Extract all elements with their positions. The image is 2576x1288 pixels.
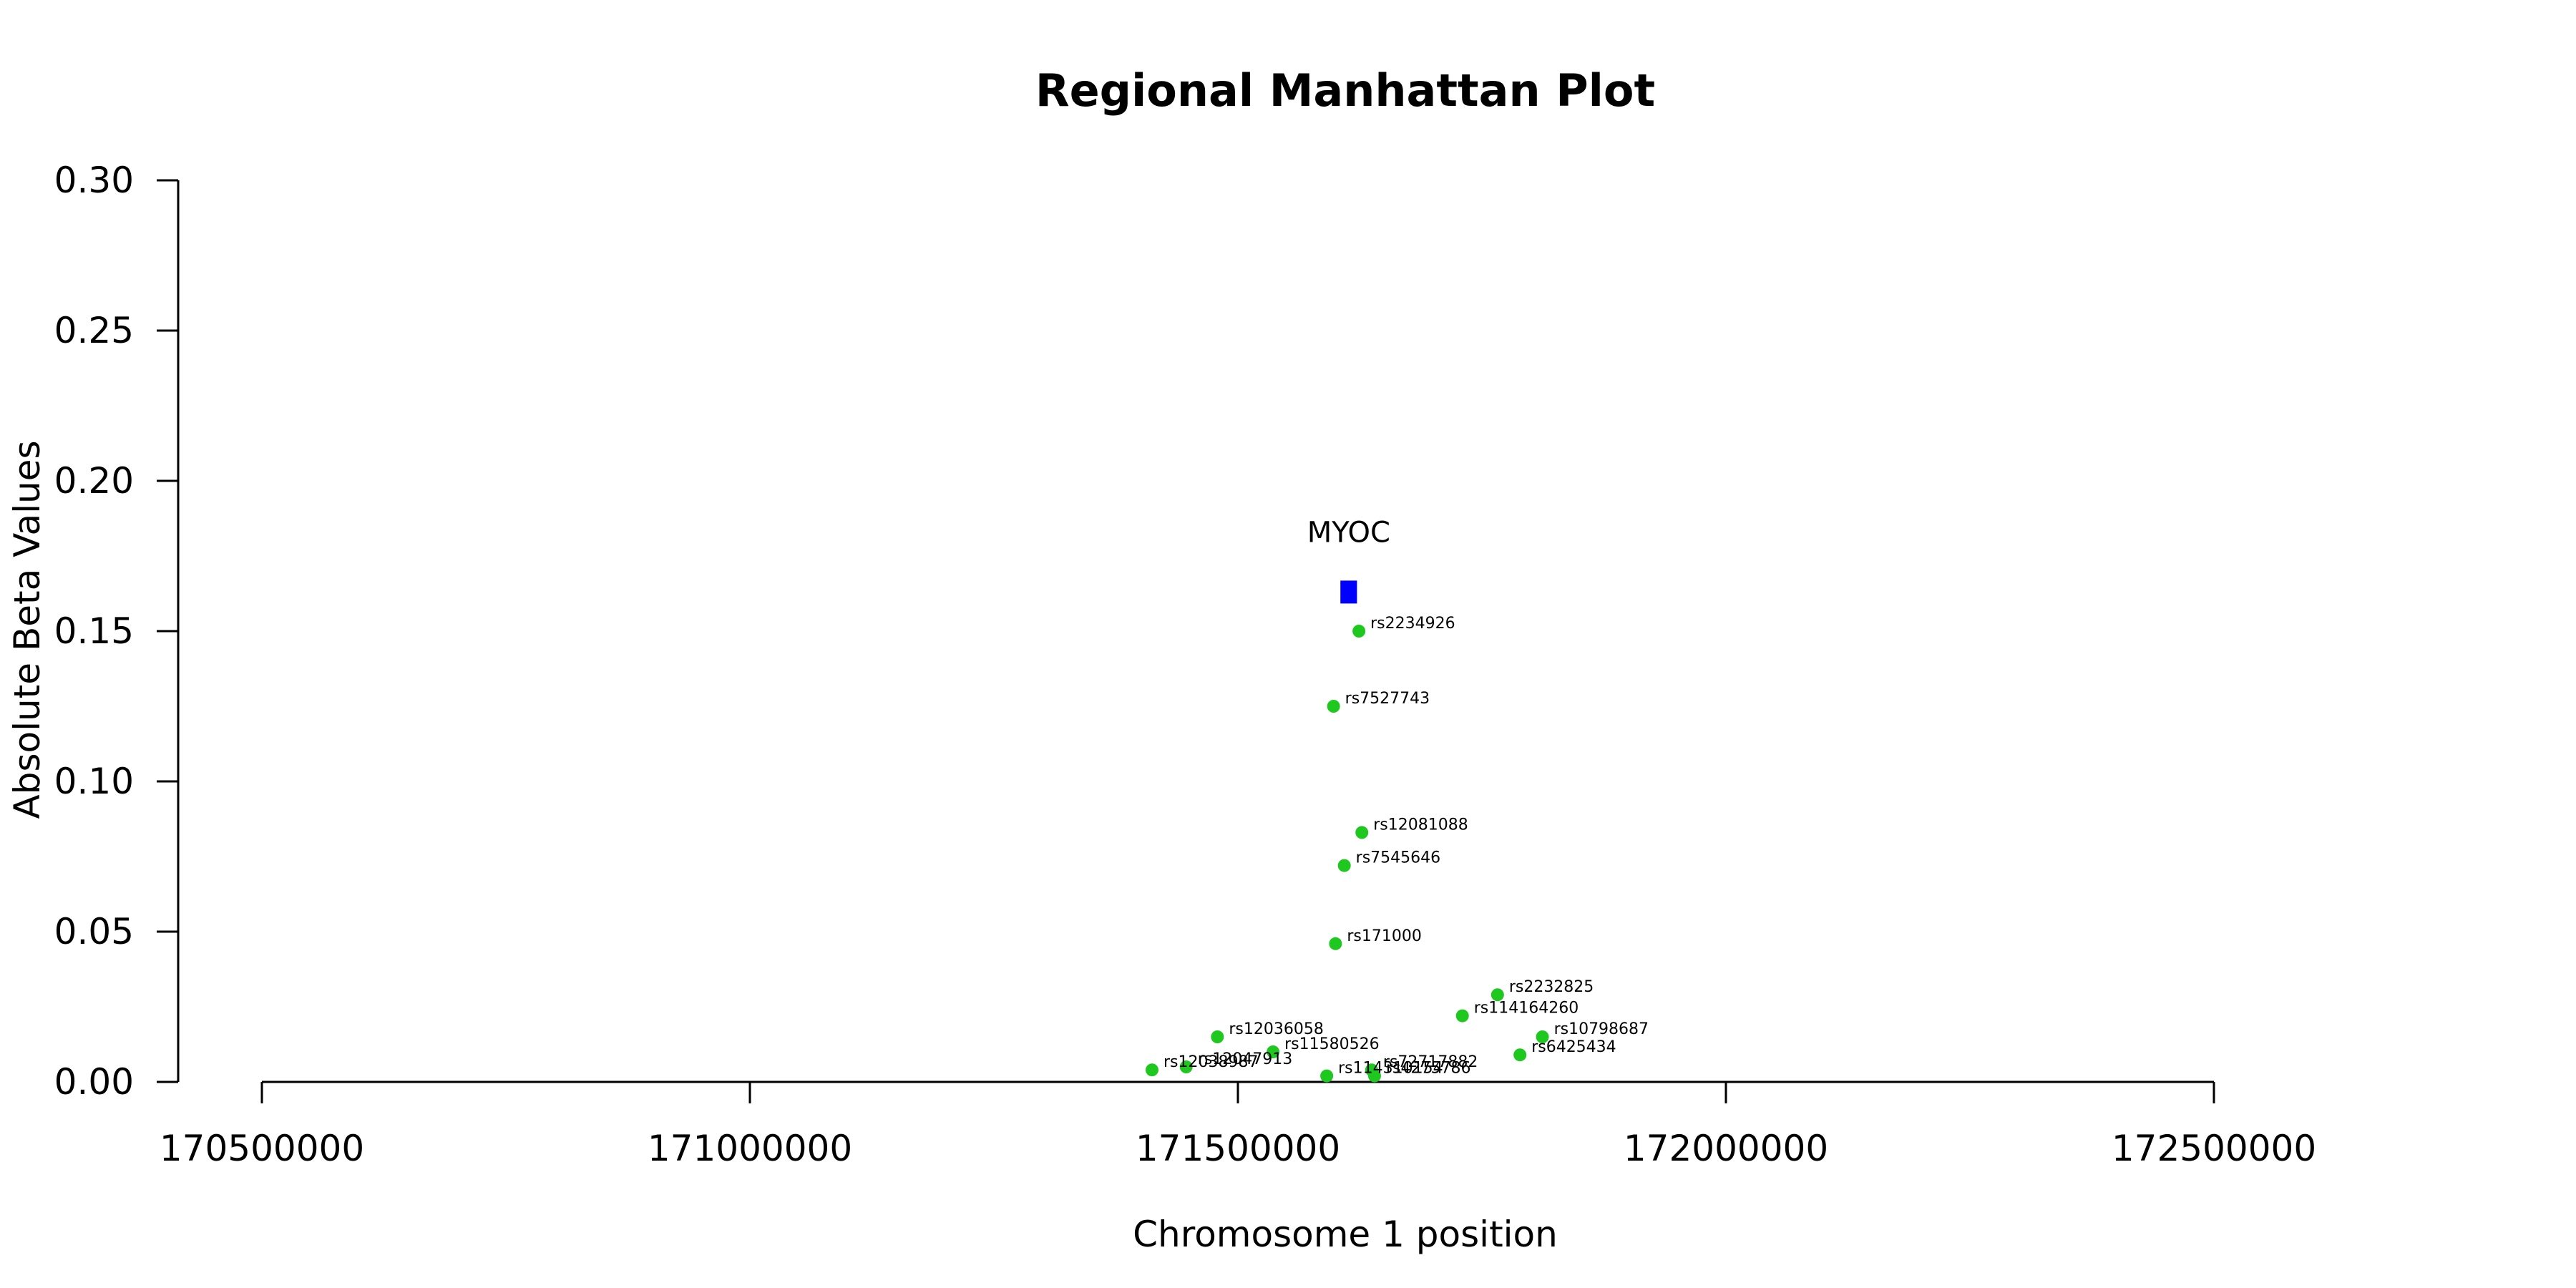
y-axis-label: Absolute Beta Values: [6, 441, 48, 819]
snp-point: [1513, 1048, 1527, 1062]
snp-point: [1337, 859, 1351, 872]
x-tick-label: 172000000: [1624, 1128, 1828, 1169]
y-tick-label: 0.10: [54, 761, 134, 802]
snp-label: rs6425434: [1531, 1038, 1616, 1056]
x-tick-label: 171000000: [648, 1128, 852, 1169]
snp-point: [1327, 700, 1340, 713]
gene-marker: [1340, 580, 1357, 604]
snp-point: [1491, 988, 1504, 1002]
snp-label: rs72717882: [1383, 1053, 1478, 1071]
snp-point: [1367, 1069, 1381, 1083]
snp-label: rs2232825: [1509, 978, 1594, 996]
snp-point: [1320, 1069, 1334, 1083]
snp-label: rs12081088: [1373, 816, 1468, 834]
snp-point: [1267, 1045, 1280, 1058]
snp-label: rs171000: [1347, 927, 1422, 945]
x-ticks: 170500000 171000000 171500000 172000000 1725…: [160, 1082, 2316, 1169]
snp-point: [1179, 1060, 1193, 1073]
x-tick-label: 172500000: [2112, 1128, 2316, 1169]
y-tick-label: 0.05: [54, 911, 134, 952]
snp-label: rs7545646: [1356, 849, 1441, 867]
snp-label: rs12036058: [1229, 1020, 1323, 1038]
y-tick-label: 0.00: [54, 1061, 134, 1103]
x-tick-label: 171500000: [1136, 1128, 1340, 1169]
snp-point: [1536, 1030, 1549, 1043]
snp-point: [1145, 1063, 1158, 1077]
snp-label: rs10798687: [1554, 1020, 1649, 1038]
y-tick-label: 0.25: [54, 310, 134, 351]
x-tick-label: 170500000: [160, 1128, 364, 1169]
snp-label: rs12038987: [1163, 1053, 1258, 1071]
snp-point: [1329, 937, 1342, 950]
snp-points: [1145, 625, 1549, 1083]
snp-label: rs4275786: [1386, 1060, 1471, 1078]
snp-label: rs2234926: [1370, 615, 1455, 633]
snp-label: rs7527743: [1345, 690, 1430, 708]
y-ticks: 0.00 0.05 0.10 0.15 0.20 0.25 0.30: [54, 160, 178, 1103]
y-tick-label: 0.15: [54, 610, 134, 652]
snp-point: [1352, 625, 1366, 638]
snp-label: rs114310154: [1338, 1060, 1443, 1078]
snp-point: [1211, 1030, 1224, 1043]
snp-labels: rs2234926 rs7527743 rs12081088 rs7545646 rs1…: [1163, 615, 1649, 1078]
x-axis-label: Chromosome 1 position: [1133, 1214, 1558, 1255]
snp-point: [1355, 826, 1369, 839]
snp-label: rs11580526: [1284, 1035, 1379, 1053]
snp-label: rs114164260: [1474, 1000, 1579, 1018]
axes: 0.000.050.100.150.200.250.30 170500000 17…: [54, 160, 2316, 1169]
y-tick-label: 0.30: [54, 160, 134, 201]
snp-label: rs12047913: [1198, 1050, 1292, 1068]
gene-label: MYOC: [1307, 516, 1390, 549]
chart-title: Regional Manhattan Plot: [1035, 64, 1655, 117]
y-tick-label: 0.20: [54, 460, 134, 502]
gene-layer: MYOC: [1307, 516, 1390, 604]
snp-point: [1455, 1009, 1469, 1023]
